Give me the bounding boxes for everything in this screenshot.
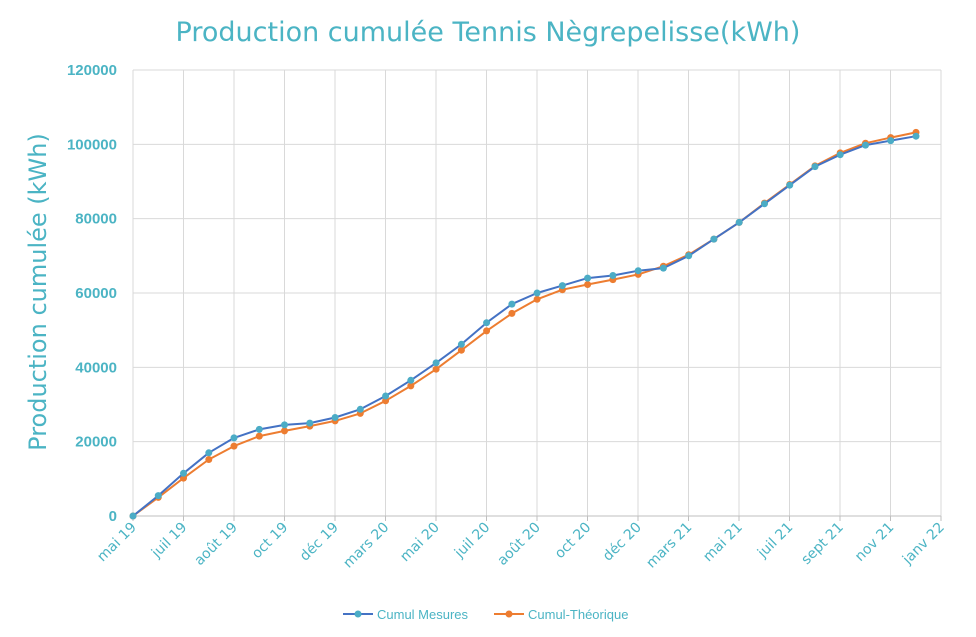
data-point-cumul-mesures[interactable] [457,340,465,348]
data-point-cumul-mesures[interactable] [836,151,844,159]
data-point-cumul-theorique[interactable] [382,397,390,405]
data-point-cumul-mesures[interactable] [255,425,263,433]
y-tick-label: 120000 [67,62,117,79]
data-point-cumul-mesures[interactable] [382,392,390,400]
data-point-cumul-mesures[interactable] [558,282,566,290]
data-point-cumul-mesures[interactable] [584,274,592,282]
data-point-cumul-mesures[interactable] [685,252,693,260]
data-point-cumul-mesures[interactable] [912,132,920,140]
y-tick-label: 80000 [75,211,117,228]
x-tick-label: mai 19 [94,520,140,566]
data-point-cumul-theorique[interactable] [483,327,491,335]
data-point-cumul-mesures[interactable] [230,434,238,442]
y-axis-title: Production cumulée (kWh) [24,133,52,451]
data-point-cumul-mesures[interactable] [154,492,162,500]
data-point-cumul-mesures[interactable] [205,449,213,457]
y-tick-label: 60000 [75,285,117,302]
data-point-cumul-mesures[interactable] [281,421,288,429]
data-point-cumul-mesures[interactable] [735,218,743,226]
x-tick-label: nov 21 [852,520,897,565]
data-point-cumul-theorique[interactable] [230,442,238,450]
x-tick-label: janv 22 [899,520,948,569]
data-point-cumul-mesures[interactable] [811,163,819,171]
x-tick-label: mars 21 [643,520,695,572]
data-point-cumul-mesures[interactable] [862,141,869,149]
series-line-cumul-theorique [132,131,917,517]
x-tick-label: oct 20 [552,520,594,562]
data-point-cumul-theorique[interactable] [432,365,440,373]
chart-title: Production cumulée Tennis Nègrepelisse(k… [176,17,801,48]
x-tick-label: sept 21 [798,520,846,568]
data-point-cumul-mesures[interactable] [634,267,642,275]
data-point-cumul-mesures[interactable] [508,300,516,308]
y-tick-label: 0 [109,508,117,525]
x-tick-label: oct 19 [249,520,291,562]
data-point-cumul-theorique[interactable] [255,432,263,440]
data-point-cumul-mesures[interactable] [331,414,339,421]
data-point-cumul-mesures[interactable] [533,289,541,297]
gridlines [132,69,942,516]
data-point-cumul-mesures[interactable] [180,469,187,477]
x-tick-label: août 20 [494,520,543,569]
x-tick-label: mai 20 [397,520,443,566]
data-point-cumul-mesures[interactable] [609,272,617,279]
x-tick-label: déc 19 [297,520,342,565]
data-point-cumul-mesures[interactable] [306,419,314,427]
legend-item-cumul-theorique[interactable]: Cumul-Théorique [494,607,628,622]
data-point-cumul-mesures[interactable] [407,376,415,384]
legend-marker-cumul-theorique [505,610,513,618]
data-point-cumul-mesures[interactable] [432,359,440,367]
y-tick-label: 100000 [67,136,117,153]
data-point-cumul-mesures[interactable] [786,181,794,189]
legend-marker-cumul-mesures [354,610,362,618]
data-point-cumul-theorique[interactable] [180,474,187,482]
legend-label-cumul-mesures: Cumul Mesures [377,607,469,622]
series-group [129,128,920,520]
data-point-cumul-theorique[interactable] [508,309,516,317]
data-point-cumul-theorique[interactable] [407,382,415,390]
series-cumul-theorique [129,128,920,520]
legend-label-cumul-theorique: Cumul-Théorique [528,607,628,622]
data-point-cumul-mesures[interactable] [483,319,491,327]
series-line-cumul-mesures [132,135,917,517]
data-point-cumul-theorique[interactable] [457,346,465,354]
data-point-cumul-mesures[interactable] [356,405,364,413]
data-point-cumul-theorique[interactable] [205,456,213,463]
data-point-cumul-theorique[interactable] [281,427,288,435]
legend-item-cumul-mesures[interactable]: Cumul Mesures [343,607,469,622]
y-tick-label: 40000 [75,359,117,376]
data-point-cumul-mesures[interactable] [710,235,718,243]
data-point-cumul-theorique[interactable] [584,281,592,288]
data-point-cumul-mesures[interactable] [129,512,137,520]
data-point-cumul-mesures[interactable] [659,264,667,272]
data-point-cumul-mesures[interactable] [761,200,768,208]
series-cumul-mesures [129,132,920,520]
legend: Cumul Mesures Cumul-Théorique [343,607,628,622]
x-tick-label: juil 19 [148,520,190,562]
data-point-cumul-mesures[interactable] [887,137,895,145]
x-tick-label: mai 21 [700,520,746,566]
x-tick-label: déc 20 [600,520,645,565]
y-tick-label: 20000 [75,434,117,451]
x-tick-label: juil 20 [451,520,493,562]
data-point-cumul-theorique[interactable] [533,295,541,303]
x-tick-label: juil 21 [754,520,796,562]
x-tick-label: mars 20 [340,520,392,572]
x-tick-label: août 19 [191,520,240,569]
